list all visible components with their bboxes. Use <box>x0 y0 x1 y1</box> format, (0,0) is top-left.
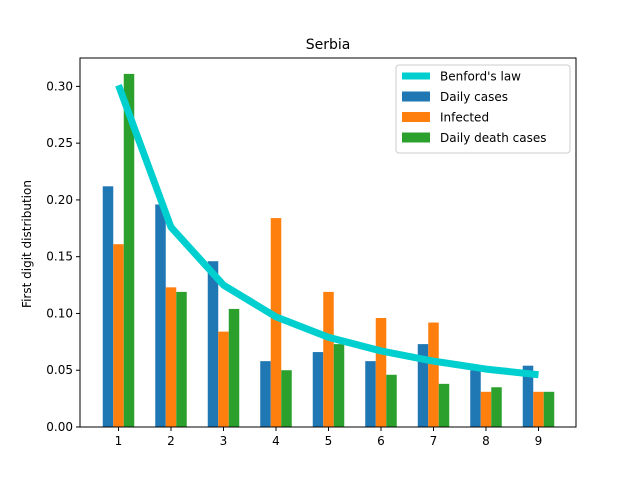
x-tick-label: 3 <box>220 434 228 448</box>
legend-bar-swatch <box>402 112 430 122</box>
bar-daily-death-cases-1 <box>123 73 135 427</box>
bar-daily-cases-4 <box>260 361 271 427</box>
y-tick-label: 0.00 <box>46 420 73 434</box>
bar-daily-death-cases-3 <box>228 308 240 427</box>
bar-daily-cases-5 <box>312 352 324 427</box>
y-tick-label: 0.30 <box>46 79 73 93</box>
legend: Benford's law Daily cases Infected Daily de… <box>395 64 571 154</box>
bar-daily-death-cases-5 <box>333 344 345 427</box>
legend-label: Daily cases <box>440 90 508 104</box>
y-tick-label: 0.15 <box>46 250 73 264</box>
bar-daily-death-cases-6 <box>386 374 397 427</box>
legend-label: Daily death cases <box>440 131 547 145</box>
bar-daily-cases-1 <box>102 186 114 427</box>
x-tick-label: 2 <box>167 434 175 448</box>
y-tick-label: 0.20 <box>46 193 73 207</box>
bar-daily-death-cases-8 <box>491 387 502 427</box>
legend-bar-swatch <box>402 91 430 102</box>
x-tick-label: 5 <box>325 434 333 448</box>
y-tick-label: 0.25 <box>46 136 73 150</box>
plot-area: 0.00 0.05 0.10 0.15 0.20 0.25 0.30 1 2 3 4 5 6 7 8 9 <box>46 57 577 448</box>
bar-daily-cases-6 <box>365 361 376 427</box>
x-tick-label: 1 <box>115 434 123 448</box>
x-tick-label: 7 <box>430 434 438 448</box>
x-tick-label: 6 <box>377 434 385 448</box>
bar-daily-death-cases-9 <box>543 391 555 427</box>
legend-label: Benford's law <box>440 70 521 84</box>
legend-box <box>395 64 571 154</box>
bar-daily-death-cases-2 <box>176 291 187 427</box>
bar-infected-7 <box>428 322 439 427</box>
bar-infected-4 <box>270 218 282 427</box>
bar-infected-2 <box>165 287 177 427</box>
y-tick-label: 0.10 <box>46 306 73 320</box>
bar-daily-cases-8 <box>470 370 481 427</box>
bar-daily-death-cases-7 <box>438 383 450 427</box>
benford-line <box>115 84 539 379</box>
bar-infected-3 <box>218 331 229 427</box>
bar-infected-6 <box>375 318 387 427</box>
bar-infected-5 <box>323 291 334 427</box>
bar-infected-8 <box>480 391 492 427</box>
x-tick-label: 4 <box>272 434 280 448</box>
legend-label: Infected <box>440 111 489 125</box>
bar-daily-death-cases-4 <box>281 370 292 427</box>
bar-daily-cases-2 <box>155 204 166 427</box>
x-tick-label: 9 <box>535 434 543 448</box>
bar-daily-cases-9 <box>522 365 534 427</box>
bar-daily-cases-3 <box>207 261 219 427</box>
y-tick-label: 0.05 <box>46 363 73 377</box>
bar-infected-9 <box>533 391 544 427</box>
x-tick-label: 8 <box>482 434 490 448</box>
bar-infected-1 <box>113 244 124 427</box>
bar-daily-cases-7 <box>417 344 429 427</box>
legend-bar-swatch <box>402 132 430 143</box>
chart-title: Serbia <box>306 37 351 53</box>
y-axis-label: First digit distribution <box>20 180 34 308</box>
